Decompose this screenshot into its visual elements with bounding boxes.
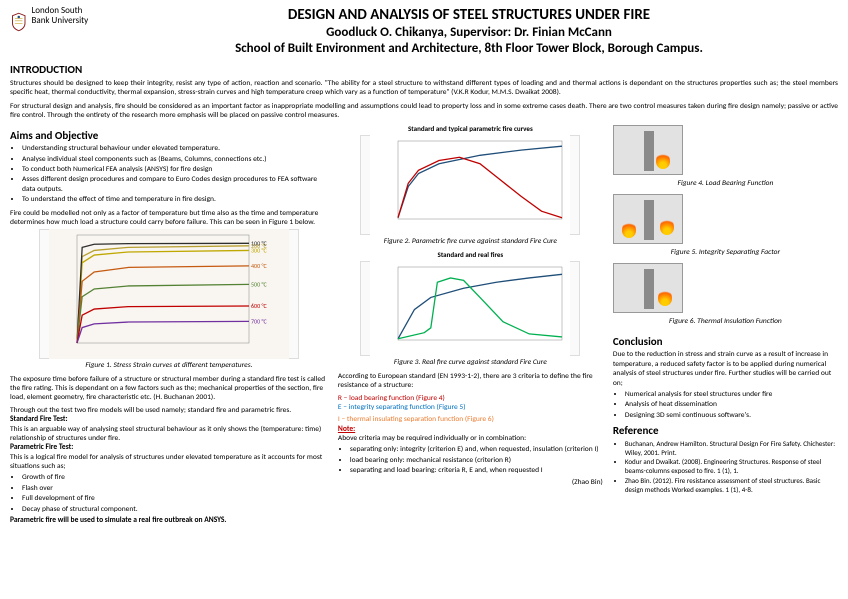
reference-list: Buchanan, Andrew Hamilton. Structural De… <box>613 440 838 495</box>
svg-text:400 °C: 400 °C <box>251 262 268 270</box>
figure-2-caption: Figure 2. Parametric fire curve against … <box>338 237 603 246</box>
poster-title: DESIGN AND ANALYSIS OF STEEL STRUCTURES … <box>100 6 838 25</box>
middle-column: Standard and typical parametric fire cur… <box>338 125 603 526</box>
mid-p1: According to European standard (EN 1993-… <box>338 372 603 391</box>
list-item: Decay phase of structural component. <box>22 505 328 514</box>
criterion-r: R – load bearing function (Figure 4) <box>338 394 603 403</box>
list-item: Analysis of heat dissemination <box>625 400 838 409</box>
author-line: Goodluck O. Chikanya, Supervisor: Dr. Fi… <box>100 25 838 41</box>
list-item: To understand the effect of time and tem… <box>22 195 328 204</box>
aims-heading: Aims and Objective <box>10 129 328 143</box>
svg-text:600 °C: 600 °C <box>251 302 268 310</box>
svg-text:100 °C: 100 °C <box>251 240 268 248</box>
conclusion-body: Due to the reduction in stress and strai… <box>613 350 838 388</box>
right-column: Figure 4. Load Bearing Function Figure 5… <box>613 125 838 526</box>
left-p1: Fire could be modelled not only as a fac… <box>10 209 328 228</box>
left-p3: Through out the test two fire models wil… <box>10 406 328 415</box>
sft-body: This is an arguable way of analysing ste… <box>10 425 328 444</box>
figure-5 <box>613 194 838 244</box>
fig3-title: Standard and real fires <box>338 251 603 260</box>
list-item: Flash over <box>22 484 328 493</box>
mid-p2: Above criteria may be required individua… <box>338 434 603 443</box>
intro-p2: For structural design and analysis, fire… <box>10 102 838 121</box>
zhao-credit: (Zhao Bin) <box>338 478 603 487</box>
list-item: Designing 3D semi continuous software's. <box>625 411 838 420</box>
figure-4-caption: Figure 4. Load Bearing Function <box>613 179 838 188</box>
fig2-title: Standard and typical parametric fire cur… <box>338 125 603 134</box>
pft-head: Parametric Fire Test: <box>10 443 73 452</box>
list-item: Full development of fire <box>22 494 328 503</box>
combination-list: separating only: integrity (criterion E)… <box>338 445 603 475</box>
criterion-i: I – thermal insulating separation functi… <box>338 415 603 424</box>
note-label: Note: <box>338 425 355 434</box>
reference-heading: Reference <box>613 424 838 438</box>
figure-1-chart: 200 °C300 °C100 °C400 °C500 °C600 °C700 … <box>39 229 299 359</box>
figure-6-caption: Figure 6. Thermal Insulation Function <box>613 317 838 326</box>
figure-2-chart <box>360 135 580 235</box>
list-item: Growth of fire <box>22 473 328 482</box>
aims-list: Understanding structural behaviour under… <box>10 144 328 204</box>
pft-footer: Parametric fire will be used to simulate… <box>10 516 328 525</box>
figure-3-caption: Figure 3. Real fire curve against standa… <box>338 358 603 367</box>
header: London South Bank University DESIGN AND … <box>10 6 838 57</box>
list-item: load bearing only: mechanical resistance… <box>350 456 603 465</box>
list-item: Understanding structural behaviour under… <box>22 144 328 153</box>
list-item: Zhao Bin. (2012). Fire resistance assess… <box>625 477 838 495</box>
left-p2: The exposure time before failure of a st… <box>10 375 328 403</box>
crest-icon <box>10 6 28 38</box>
list-item: Buchanan, Andrew Hamilton. Structural De… <box>625 440 838 458</box>
figure-6 <box>613 263 838 313</box>
svg-text:700 °C: 700 °C <box>251 318 268 326</box>
university-logo: London South Bank University <box>10 6 100 38</box>
intro: Structures should be designed to keep th… <box>10 79 838 121</box>
list-item: Analyse individual steel components such… <box>22 155 328 164</box>
figure-1-caption: Figure 1. Stress Strain curves at differ… <box>10 361 328 370</box>
svg-text:300 °C: 300 °C <box>251 247 268 255</box>
pft-list: Growth of fire Flash overFull development… <box>10 473 328 514</box>
conclusion-list: Numerical analysis for steel structures … <box>613 390 838 420</box>
figure-5-caption: Figure 5. Integrity Separating Factor <box>613 248 838 257</box>
list-item: separating only: integrity (criterion E)… <box>350 445 603 454</box>
list-item: separating and load bearing: criteria R,… <box>350 466 603 475</box>
figure-3-chart <box>360 261 580 356</box>
sft-head: Standard Fire Test: <box>10 415 68 424</box>
list-item: To conduct both Numerical FEA analysis (… <box>22 165 328 174</box>
school-line: School of Built Environment and Architec… <box>100 41 838 57</box>
svg-text:500 °C: 500 °C <box>251 281 268 289</box>
title-block: DESIGN AND ANALYSIS OF STEEL STRUCTURES … <box>100 6 838 57</box>
conclusion-heading: Conclusion <box>613 335 838 349</box>
left-column: Aims and Objective Understanding structu… <box>10 125 328 526</box>
list-item: Numerical analysis for steel structures … <box>625 390 838 399</box>
intro-heading: INTRODUCTION <box>10 63 838 77</box>
university-name: London South Bank University <box>32 6 101 26</box>
criterion-e: E – integrity separating function (Figur… <box>338 403 603 412</box>
figure-4 <box>613 125 838 175</box>
list-item: Kodur and Dwaikat. (2008). Engineering S… <box>625 458 838 476</box>
pft-body: This is a logical fire model for analysi… <box>10 453 328 472</box>
intro-p1: Structures should be designed to keep th… <box>10 79 838 98</box>
list-item: Asses different design procedures and co… <box>22 175 328 194</box>
